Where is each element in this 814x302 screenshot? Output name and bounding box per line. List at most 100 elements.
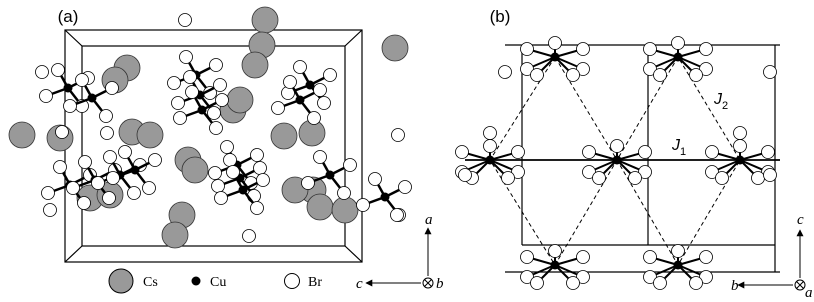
- br-atom: [42, 187, 55, 200]
- br-atom: [762, 146, 775, 159]
- cu-atom: [198, 106, 207, 115]
- atoms: [9, 7, 412, 248]
- exchange-label: J1: [671, 137, 686, 158]
- panel-label: (b): [490, 7, 511, 26]
- br-atom: [143, 182, 156, 195]
- br-atom: [344, 159, 357, 172]
- br-atom: [212, 180, 225, 193]
- br-atom: [521, 251, 534, 264]
- cu-atom: [674, 261, 683, 270]
- legend-label: Cu: [210, 275, 226, 290]
- cs-atom: [137, 122, 163, 148]
- br-atom: [484, 140, 497, 153]
- cs-atom: [252, 7, 278, 33]
- br-atom: [654, 277, 667, 290]
- br-atom: [103, 192, 116, 205]
- axis-label: a: [425, 212, 433, 228]
- cs-atom: [332, 197, 358, 223]
- br-atom: [36, 66, 49, 79]
- br-atom: [672, 37, 685, 50]
- br-atom: [499, 66, 512, 79]
- br-atom: [119, 146, 132, 159]
- subscript: 1: [680, 146, 686, 158]
- legend: Cs Cu Br: [109, 269, 322, 293]
- br-atom: [251, 149, 264, 162]
- br-atom: [251, 202, 264, 215]
- br-atom: [308, 112, 321, 125]
- br-atom: [64, 100, 77, 113]
- br-atom: [567, 277, 580, 290]
- br-atom: [257, 174, 270, 187]
- br-atom: [180, 51, 193, 64]
- br-atom: [654, 69, 667, 82]
- br-atom: [40, 90, 53, 103]
- br-atom: [294, 61, 307, 74]
- br-atom: [284, 76, 297, 89]
- br-atom: [391, 209, 404, 222]
- legend-swatch: [192, 277, 201, 286]
- br-atom: [149, 154, 162, 167]
- br-atom: [107, 172, 120, 185]
- br-atom: [214, 79, 227, 92]
- br-atom: [314, 151, 327, 164]
- br-atom: [168, 77, 181, 90]
- br-atom: [318, 97, 331, 110]
- cu-atom: [551, 261, 560, 270]
- br-atom: [54, 161, 67, 174]
- br-atom: [639, 146, 652, 159]
- br-atom: [128, 187, 141, 200]
- br-atom: [224, 154, 237, 167]
- br-atom: [629, 172, 642, 185]
- panel-label: (a): [58, 7, 79, 26]
- br-atom: [764, 169, 777, 182]
- atoms: [456, 37, 777, 290]
- br-atom: [484, 127, 497, 140]
- br-atom: [104, 151, 117, 164]
- panel-b: (b) J2 J1: [456, 7, 781, 290]
- br-atom: [78, 197, 91, 210]
- cs-atom: [162, 222, 188, 248]
- br-atom: [216, 94, 229, 107]
- br-atom: [227, 166, 240, 179]
- br-atom: [172, 97, 185, 110]
- br-atom: [101, 127, 114, 140]
- cu-atom: [486, 156, 495, 165]
- br-atom: [531, 277, 544, 290]
- figure: (a) (b) J2 J1 Cs Cu Br acb cba: [0, 0, 814, 302]
- br-atom: [734, 140, 747, 153]
- br-atom: [209, 167, 222, 180]
- br-atom: [254, 162, 267, 175]
- br-atom: [272, 102, 285, 115]
- br-atom: [243, 230, 256, 243]
- br-atom: [210, 59, 223, 72]
- br-atom: [392, 129, 405, 142]
- br-atom: [459, 169, 472, 182]
- br-atom: [79, 156, 92, 169]
- cu-atom: [296, 96, 305, 105]
- br-atom: [174, 112, 187, 125]
- cs-atom: [9, 122, 35, 148]
- cs-atom: [271, 123, 297, 149]
- br-atom: [583, 146, 596, 159]
- br-atom: [106, 82, 119, 95]
- br-atom: [210, 122, 223, 135]
- br-atom: [549, 245, 562, 258]
- br-atom: [92, 177, 105, 190]
- cs-atom: [242, 52, 268, 78]
- br-atom: [644, 43, 657, 56]
- axis-label: b: [731, 278, 739, 294]
- panel-a: (a): [9, 7, 412, 262]
- br-atom: [716, 172, 729, 185]
- br-atom: [531, 69, 544, 82]
- br-atom: [700, 251, 713, 264]
- br-atom: [399, 181, 412, 194]
- br-atom: [690, 277, 703, 290]
- cu-atom: [613, 156, 622, 165]
- br-atom: [67, 182, 80, 195]
- br-atom: [324, 69, 337, 82]
- legend-label: Cs: [143, 275, 158, 290]
- br-atom: [76, 74, 89, 87]
- br-atom: [456, 146, 469, 159]
- br-atom: [611, 140, 624, 153]
- br-atom: [338, 187, 351, 200]
